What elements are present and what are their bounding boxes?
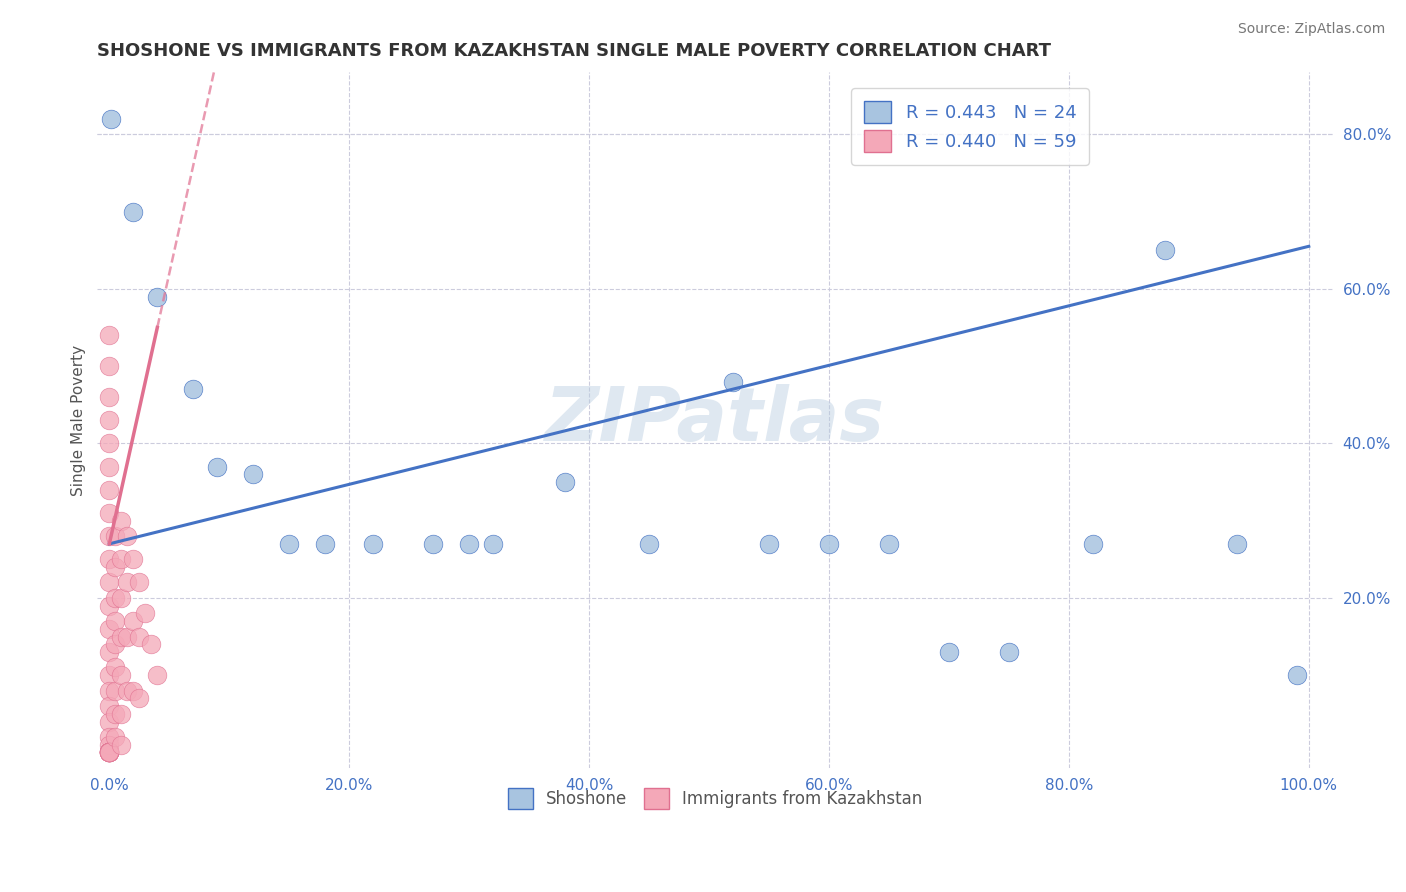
Point [98,459,121,474]
Point [98,622,121,636]
Text: Source: ZipAtlas.com: Source: ZipAtlas.com [1237,22,1385,37]
Point [98,436,121,450]
Point [98,529,121,543]
Text: SHOSHONE VS IMMIGRANTS FROM KAZAKHSTAN SINGLE MALE POVERTY CORRELATION CHART: SHOSHONE VS IMMIGRANTS FROM KAZAKHSTAN S… [97,42,1052,60]
Point [98,746,121,760]
Point [98,575,121,590]
Point [1226,537,1249,551]
Point [98,738,121,752]
Point [141,637,163,651]
Point [104,560,127,574]
Point [122,204,145,219]
Point [818,537,841,551]
Point [104,637,127,651]
Point [98,730,121,744]
Y-axis label: Single Male Poverty: Single Male Poverty [72,344,86,496]
Point [134,607,156,621]
Point [98,413,121,427]
Point [117,630,139,644]
Point [181,382,204,396]
Point [98,699,121,714]
Point [100,112,122,126]
Point [638,537,661,551]
Text: ZIPatlas: ZIPatlas [546,384,884,457]
Point [98,746,121,760]
Point [110,591,132,605]
Point [110,738,132,752]
Point [98,746,121,760]
Point [104,529,127,543]
Point [98,683,121,698]
Point [122,552,145,566]
Point [422,537,444,551]
Point [98,714,121,729]
Point [104,660,127,674]
Point [128,630,150,644]
Point [758,537,780,551]
Point [128,575,150,590]
Point [117,683,139,698]
Point [98,645,121,659]
Point [104,683,127,698]
Point [98,599,121,613]
Point [314,537,336,551]
Point [98,668,121,682]
Point [1285,668,1308,682]
Point [877,537,900,551]
Point [122,614,145,628]
Point [98,746,121,760]
Point [104,614,127,628]
Point [98,746,121,760]
Legend: Shoshone, Immigrants from Kazakhstan: Shoshone, Immigrants from Kazakhstan [501,781,929,815]
Point [721,375,744,389]
Point [207,459,229,474]
Point [110,706,132,721]
Point [117,529,139,543]
Point [104,706,127,721]
Point [361,537,384,551]
Point [98,359,121,373]
Point [146,668,169,682]
Point [98,328,121,343]
Point [1081,537,1104,551]
Point [98,746,121,760]
Point [98,746,121,760]
Point [128,691,150,706]
Point [998,645,1021,659]
Point [98,506,121,520]
Point [146,289,169,303]
Point [110,668,132,682]
Point [98,746,121,760]
Point [278,537,301,551]
Point [938,645,960,659]
Point [122,683,145,698]
Point [104,591,127,605]
Point [117,575,139,590]
Point [242,467,264,482]
Point [110,552,132,566]
Point [98,746,121,760]
Point [554,475,576,489]
Point [458,537,481,551]
Point [110,514,132,528]
Point [110,630,132,644]
Point [104,730,127,744]
Point [98,552,121,566]
Point [1153,243,1175,257]
Point [482,537,505,551]
Point [98,483,121,497]
Point [98,746,121,760]
Point [98,390,121,404]
